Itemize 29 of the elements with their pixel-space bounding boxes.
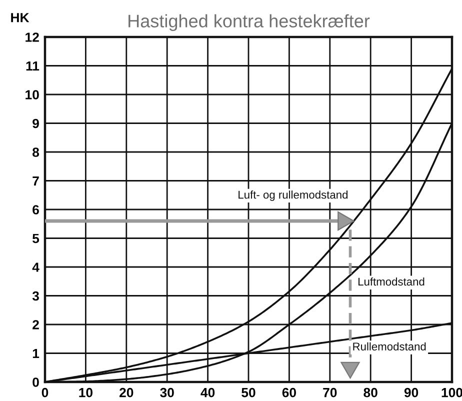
- y-tick-label: 10: [26, 90, 39, 100]
- x-tick-label: 90: [404, 388, 418, 398]
- chart-title: Hastighed kontra hestekræfter: [128, 14, 370, 32]
- y-tick-label: 8: [32, 148, 40, 157]
- x-tick-label: 80: [364, 388, 378, 398]
- x-tick-label: 100: [442, 388, 462, 398]
- y-tick-label: 7: [32, 176, 39, 186]
- x-tick-label: 60: [282, 388, 296, 398]
- y-axis-title: HK: [11, 13, 30, 22]
- x-tick-label: 30: [160, 388, 174, 398]
- y-tick-label: 0: [32, 378, 39, 387]
- series-label: Luftmodstand: [358, 277, 424, 286]
- y-tick-label: 11: [26, 61, 40, 71]
- y-tick-label: 5: [32, 234, 40, 244]
- x-tick-label: 70: [323, 388, 337, 398]
- series-label: Rullemodstand: [353, 342, 426, 350]
- x-tick-label: 10: [79, 388, 92, 398]
- x-tick-label: 40: [200, 388, 215, 398]
- y-tick-label: 1: [32, 348, 40, 358]
- y-tick-label: 12: [26, 32, 39, 42]
- x-tick-label: 0: [42, 388, 48, 398]
- y-tick-label: 3: [32, 291, 39, 301]
- x-tick-label: 50: [242, 388, 256, 398]
- y-tick-label: 6: [32, 205, 39, 214]
- x-tick-label: 20: [120, 388, 134, 398]
- y-tick-label: 4: [32, 262, 40, 272]
- y-tick-label: 2: [32, 320, 39, 330]
- y-tick-label: 9: [32, 118, 39, 128]
- series-label: Luft- og rullemodstand: [238, 190, 348, 201]
